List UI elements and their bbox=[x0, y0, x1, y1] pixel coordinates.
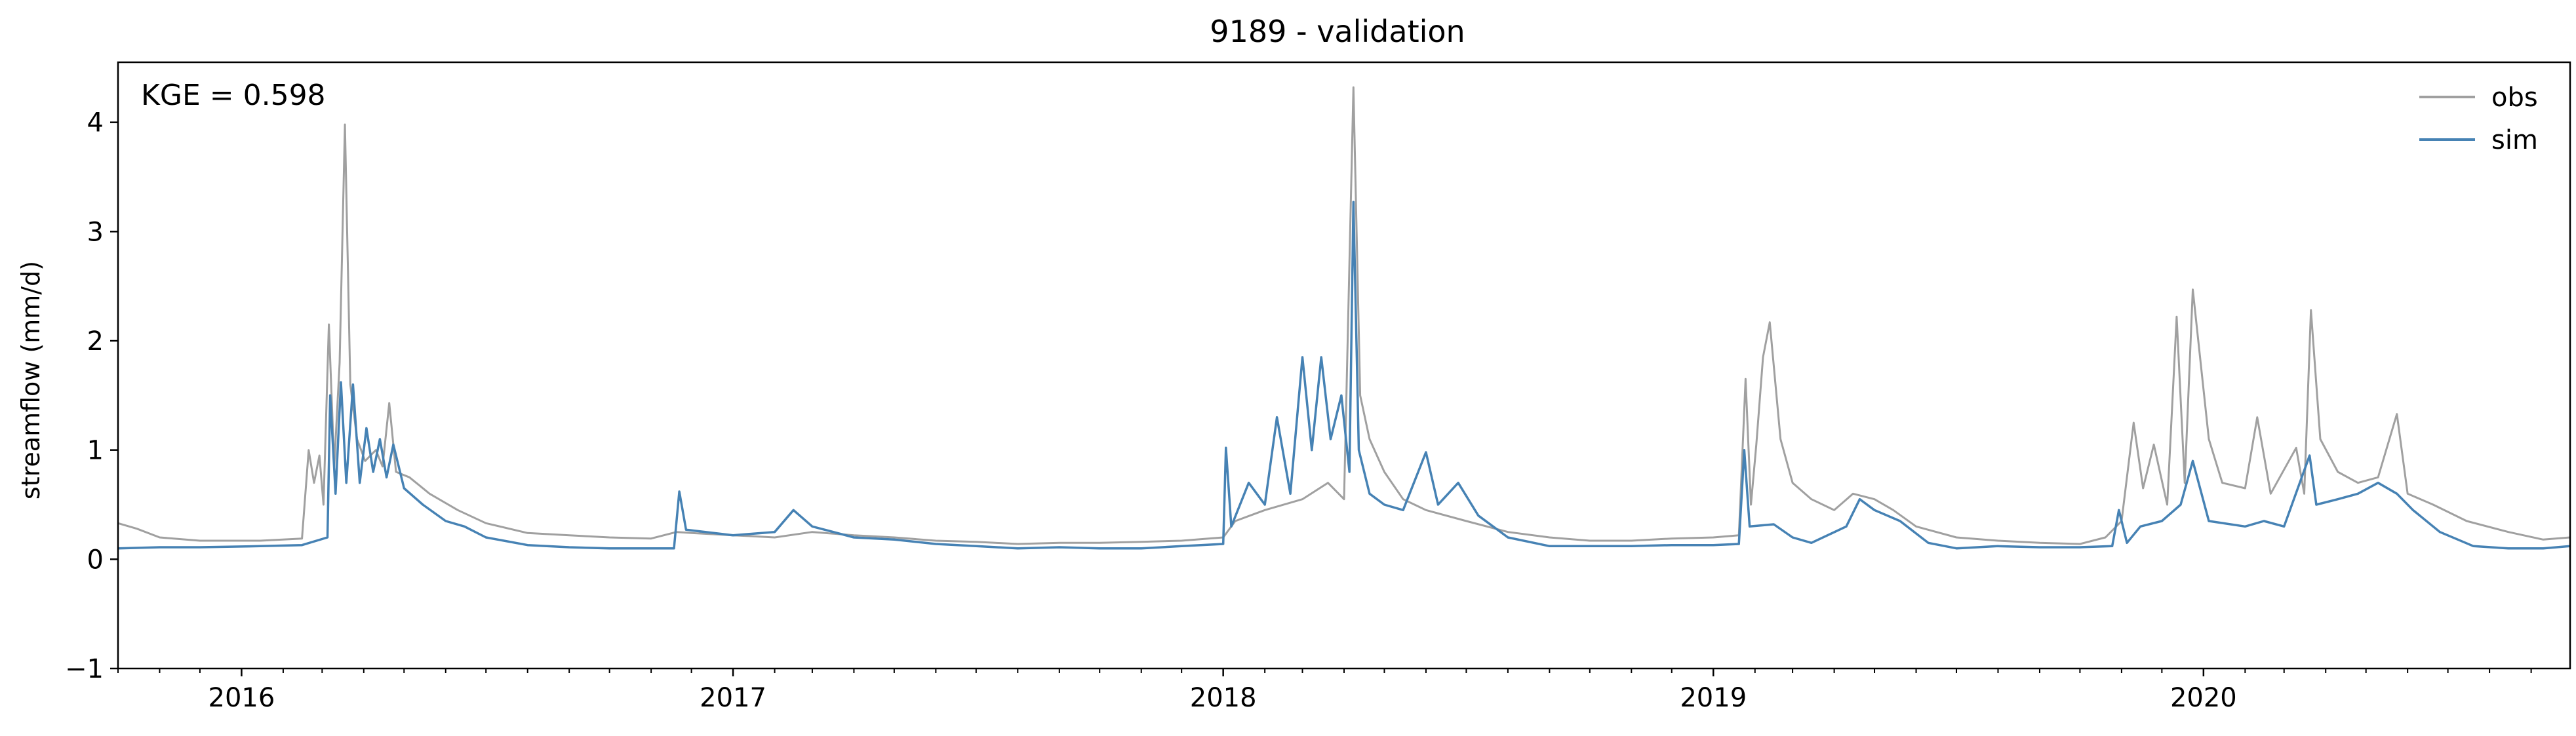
plot-frame bbox=[117, 61, 2571, 670]
kge-annotation: KGE = 0.598 bbox=[141, 79, 326, 112]
chart-title: 9189 - validation bbox=[1210, 14, 1465, 49]
legend-label-obs: obs bbox=[2491, 83, 2538, 113]
legend: obs sim bbox=[2419, 83, 2538, 155]
x-axis-ticks: 2016 2017 2018 2019 2020 bbox=[117, 668, 2532, 713]
x-tick-label: 2018 bbox=[1190, 683, 1257, 713]
series-line-sim bbox=[118, 201, 2570, 550]
y-tick-label: 3 bbox=[87, 217, 104, 247]
y-tick-label: 1 bbox=[87, 436, 104, 466]
x-tick-label: 2017 bbox=[700, 683, 766, 713]
y-axis-ticks: −1 0 1 2 3 4 bbox=[65, 108, 118, 684]
x-tick-label: 2019 bbox=[1680, 683, 1747, 713]
plot-area bbox=[118, 86, 2570, 550]
y-tick-label: 4 bbox=[87, 108, 104, 138]
x-tick-label: 2016 bbox=[208, 683, 275, 713]
legend-label-sim: sim bbox=[2491, 125, 2538, 155]
x-tick-label: 2020 bbox=[2170, 683, 2237, 713]
y-tick-label: −1 bbox=[65, 654, 104, 684]
y-tick-label: 0 bbox=[87, 545, 104, 575]
series-line-obs bbox=[118, 86, 2570, 545]
series-layer bbox=[118, 86, 2570, 550]
y-axis-label: streamflow (mm/d) bbox=[16, 261, 45, 499]
y-tick-label: 2 bbox=[87, 326, 104, 357]
